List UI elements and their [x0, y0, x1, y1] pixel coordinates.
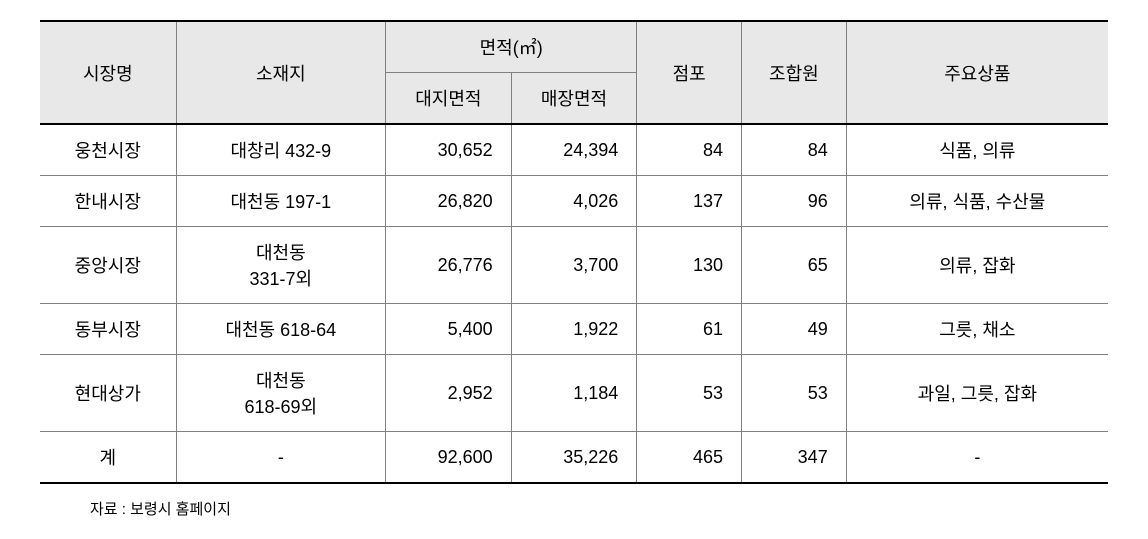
header-stores: 점포: [637, 21, 742, 124]
market-table: 시장명 소재지 면적(㎡) 점포 조합원 주요상품 대지면적 매장면적 웅천시장…: [40, 20, 1108, 484]
cell-store-area: 1,922: [511, 304, 637, 355]
cell-members: 49: [742, 304, 847, 355]
cell-store-area: 24,394: [511, 124, 637, 176]
cell-stores: 53: [637, 355, 742, 432]
table-row: 동부시장대천동 618-645,4001,9226149그릇, 채소: [40, 304, 1108, 355]
cell-products: 그릇, 채소: [846, 304, 1108, 355]
header-products: 주요상품: [846, 21, 1108, 124]
cell-market-name: 웅천시장: [40, 124, 176, 176]
cell-stores: 465: [637, 432, 742, 484]
cell-products: 과일, 그릇, 잡화: [846, 355, 1108, 432]
header-market-name: 시장명: [40, 21, 176, 124]
cell-products: 식품, 의류: [846, 124, 1108, 176]
header-location: 소재지: [176, 21, 385, 124]
table-row: 웅천시장대창리 432-930,65224,3948484식품, 의류: [40, 124, 1108, 176]
cell-members: 84: [742, 124, 847, 176]
table-body: 웅천시장대창리 432-930,65224,3948484식품, 의류한내시장대…: [40, 124, 1108, 483]
cell-location: 대창리 432-9: [176, 124, 385, 176]
cell-land-area: 2,952: [386, 355, 512, 432]
cell-products: 의류, 식품, 수산물: [846, 176, 1108, 227]
cell-location: 대천동618-69외: [176, 355, 385, 432]
table-row: 한내시장대천동 197-126,8204,02613796의류, 식품, 수산물: [40, 176, 1108, 227]
cell-land-area: 92,600: [386, 432, 512, 484]
cell-members: 96: [742, 176, 847, 227]
cell-market-name: 현대상가: [40, 355, 176, 432]
cell-members: 65: [742, 227, 847, 304]
table-row: 중앙시장대천동331-7외26,7763,70013065의류, 잡화: [40, 227, 1108, 304]
cell-store-area: 3,700: [511, 227, 637, 304]
header-land-area: 대지면적: [386, 73, 512, 125]
cell-market-name: 중앙시장: [40, 227, 176, 304]
cell-land-area: 30,652: [386, 124, 512, 176]
cell-market-name: 동부시장: [40, 304, 176, 355]
header-members: 조합원: [742, 21, 847, 124]
cell-location: -: [176, 432, 385, 484]
cell-market-name: 한내시장: [40, 176, 176, 227]
cell-members: 53: [742, 355, 847, 432]
cell-location: 대천동 197-1: [176, 176, 385, 227]
cell-stores: 61: [637, 304, 742, 355]
cell-land-area: 26,820: [386, 176, 512, 227]
header-area-group: 면적(㎡): [386, 21, 637, 73]
cell-market-name: 계: [40, 432, 176, 484]
cell-stores: 137: [637, 176, 742, 227]
cell-location: 대천동331-7외: [176, 227, 385, 304]
table-header: 시장명 소재지 면적(㎡) 점포 조합원 주요상품 대지면적 매장면적: [40, 21, 1108, 124]
cell-stores: 130: [637, 227, 742, 304]
cell-stores: 84: [637, 124, 742, 176]
cell-products: 의류, 잡화: [846, 227, 1108, 304]
source-note: 자료 : 보령시 홈페이지: [40, 498, 1108, 519]
header-store-area: 매장면적: [511, 73, 637, 125]
cell-store-area: 1,184: [511, 355, 637, 432]
cell-location: 대천동 618-64: [176, 304, 385, 355]
table-row: 계-92,60035,226465347-: [40, 432, 1108, 484]
cell-store-area: 35,226: [511, 432, 637, 484]
cell-land-area: 26,776: [386, 227, 512, 304]
table-row: 현대상가대천동618-69외2,9521,1845353과일, 그릇, 잡화: [40, 355, 1108, 432]
cell-store-area: 4,026: [511, 176, 637, 227]
cell-members: 347: [742, 432, 847, 484]
cell-land-area: 5,400: [386, 304, 512, 355]
cell-products: -: [846, 432, 1108, 484]
